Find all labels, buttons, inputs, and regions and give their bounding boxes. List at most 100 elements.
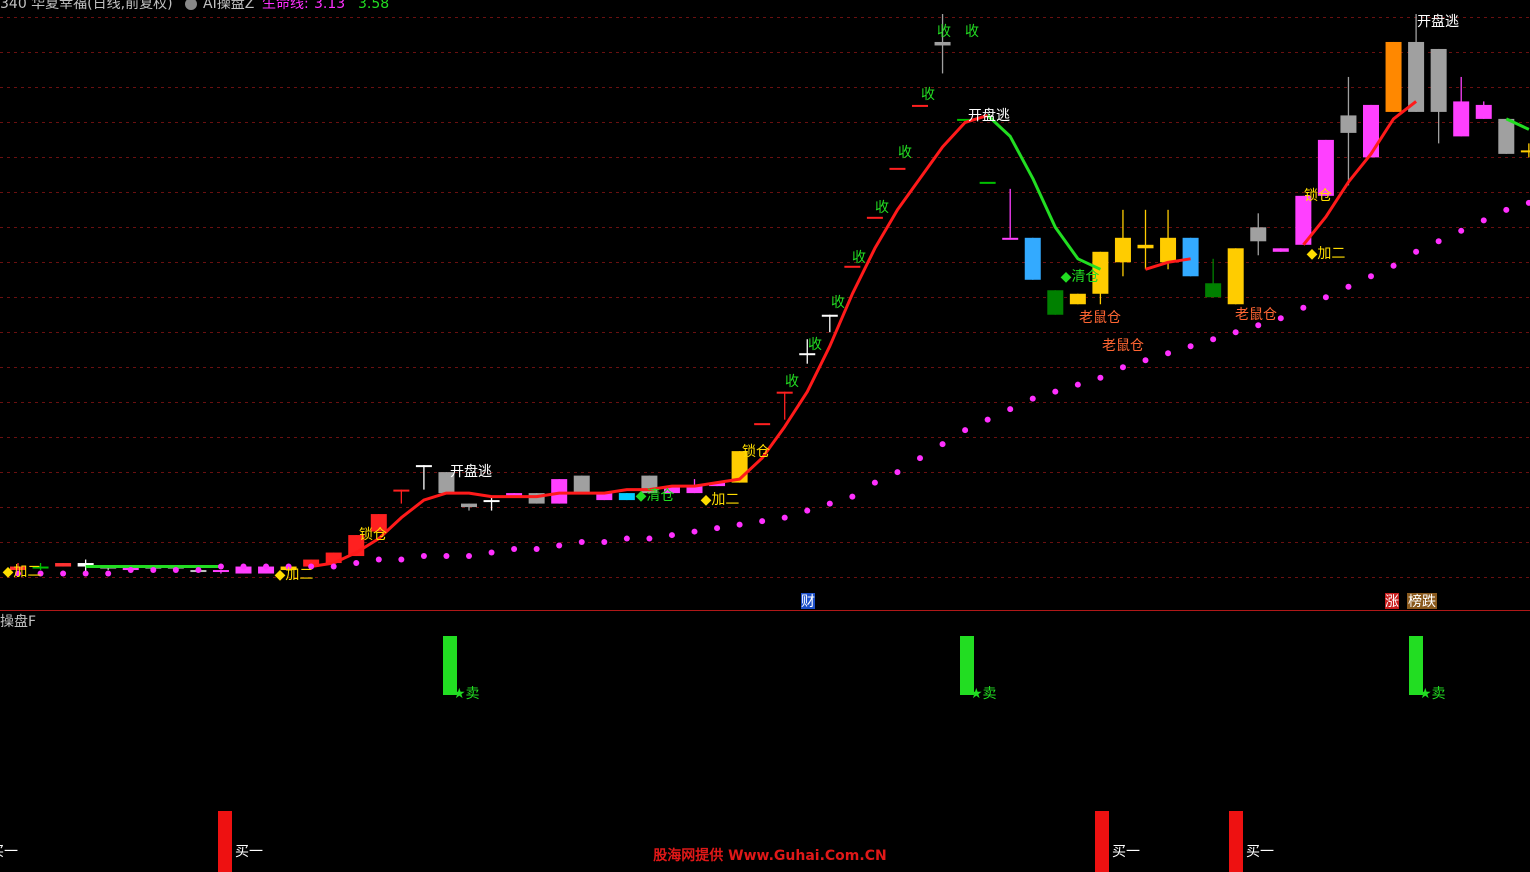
lifeline-dot xyxy=(601,539,608,546)
candle-body xyxy=(866,216,883,219)
lifeline-dot xyxy=(105,570,112,577)
candle-body xyxy=(32,566,49,569)
lifeline-dot xyxy=(1232,329,1239,336)
candle-body xyxy=(528,493,545,504)
candle-body xyxy=(1092,251,1109,294)
candle-body xyxy=(709,482,726,487)
lifeline-dot xyxy=(127,567,134,574)
candle-body xyxy=(506,493,523,497)
lifeline-dot xyxy=(1413,248,1420,255)
lifeline-dot xyxy=(804,507,811,514)
lifeline-dot xyxy=(939,441,946,448)
lifeline-dot xyxy=(1345,283,1352,290)
lifeline-dot xyxy=(1480,217,1487,224)
signal-label: 锁仓 xyxy=(742,444,770,460)
candle-body xyxy=(1227,248,1244,305)
candle-body xyxy=(1385,41,1402,112)
buy-label: 买一 xyxy=(1112,844,1140,860)
signal-label: 收 xyxy=(785,374,799,390)
candle-body xyxy=(844,265,861,268)
signal-label: ◆清仓 xyxy=(1061,269,1100,285)
candle-body xyxy=(258,566,275,574)
candle-body xyxy=(1205,283,1222,298)
candle-body xyxy=(55,563,72,567)
lifeline-dot xyxy=(285,563,292,570)
event-tag: 涨 xyxy=(1385,594,1399,610)
signal-label: 开盘逃 xyxy=(450,463,492,480)
lifeline-dot xyxy=(1277,315,1284,322)
candle-body xyxy=(1317,139,1334,196)
signal-label: 收 xyxy=(965,24,979,40)
lifeline-dot xyxy=(984,416,991,423)
candle-body xyxy=(1453,101,1470,137)
signal-label: 老鼠仓 xyxy=(1079,310,1121,326)
lifeline-dot xyxy=(1503,206,1510,213)
stock-title: 340 华夏幸福(日线,前复权) xyxy=(0,0,173,12)
indicator-icon xyxy=(185,0,197,10)
candle-body xyxy=(1024,237,1041,280)
lifeline-dot xyxy=(1029,395,1036,402)
lifeline-dot xyxy=(263,563,270,570)
lifeline-dot xyxy=(714,525,721,532)
signal-label: 老鼠仓 xyxy=(1235,307,1277,323)
lifeline-dot xyxy=(1074,381,1081,388)
lifeline-dot xyxy=(871,479,878,486)
lifeline-dot xyxy=(1165,350,1172,357)
signal-label: ◆清仓 xyxy=(636,488,675,504)
candle-body xyxy=(663,486,680,494)
signal-label: ◆加二 xyxy=(3,564,42,580)
watermark: 股海网提供 Www.Guhai.Com.CN xyxy=(653,847,886,864)
signal-label: 收 xyxy=(852,250,866,266)
candle-body xyxy=(1250,227,1267,242)
buy-bar xyxy=(218,811,232,872)
candle-body xyxy=(1520,150,1530,153)
signal-label: 锁仓 xyxy=(359,527,387,543)
lifeline-dot xyxy=(1525,199,1530,206)
candle-body xyxy=(393,489,410,492)
lifeline-dot xyxy=(826,500,833,507)
lifeline-dot xyxy=(37,570,44,577)
lifeline-dot xyxy=(172,567,179,574)
buy-bar xyxy=(1229,811,1243,872)
candle-body xyxy=(1002,237,1019,240)
lifeline-dot xyxy=(1255,322,1262,329)
candle-body xyxy=(1114,237,1131,263)
lifeline-value: 3.13 xyxy=(314,0,345,12)
trend-line xyxy=(310,100,1418,568)
lifeline-dot xyxy=(1142,357,1149,364)
lifeline-dot xyxy=(330,563,337,570)
candle-body xyxy=(889,167,906,170)
lifeline-dot xyxy=(1052,388,1059,395)
lifeline-dot xyxy=(1007,406,1014,413)
candle-body xyxy=(912,104,928,107)
candle-body xyxy=(325,552,342,564)
lifeline-dot xyxy=(849,493,856,500)
lifeline-value: 3.58 xyxy=(358,0,389,12)
candle-body xyxy=(1430,48,1447,112)
buy-label: 买一 xyxy=(1246,844,1274,860)
lifeline-dot xyxy=(962,427,969,434)
candle-body xyxy=(618,493,635,501)
lifeline-dot xyxy=(781,514,788,521)
signal-label: 收 xyxy=(808,337,822,353)
candle-body xyxy=(551,479,568,504)
candle-body xyxy=(821,314,838,317)
lifeline-dot xyxy=(668,532,675,539)
lifeline-dot xyxy=(917,455,923,462)
candle-body xyxy=(1295,195,1312,245)
lifeline-dot xyxy=(1322,294,1329,301)
candle-body xyxy=(1498,118,1515,154)
candle-body xyxy=(1363,104,1379,158)
signal-label: ◆加二 xyxy=(275,567,314,583)
lifeline-dot xyxy=(1187,343,1194,350)
lifeline-dot xyxy=(511,546,518,553)
lifeline-label: 生命线: xyxy=(262,0,309,12)
lifeline-dot xyxy=(623,535,630,542)
buy-label: 买一 xyxy=(0,844,18,860)
candle-body xyxy=(235,566,252,574)
candle-body xyxy=(1047,290,1064,315)
sell-bar xyxy=(960,636,974,695)
